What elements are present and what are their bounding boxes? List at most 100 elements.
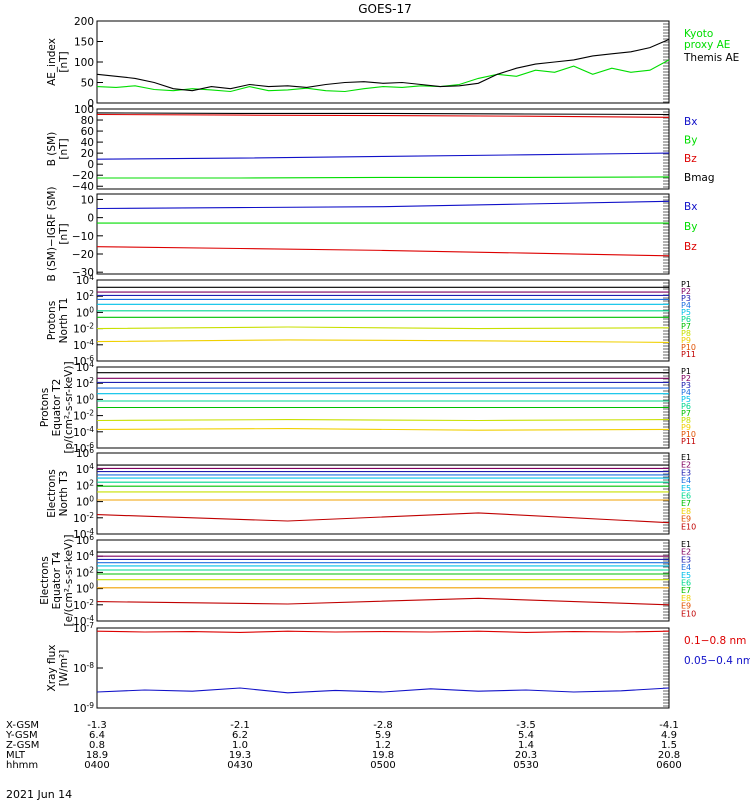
footer-row-label: MLT <box>6 750 26 761</box>
y-tick-label: 10-4 <box>73 338 94 352</box>
panel-frame <box>96 193 670 275</box>
panel-frame <box>96 627 670 709</box>
legend-label: P8 <box>681 329 691 338</box>
legend-label: P9 <box>681 336 691 345</box>
footer-row-label: Z-GSM <box>6 740 39 751</box>
y-axis-label: North T3 <box>58 471 70 517</box>
y-tick-label: 102 <box>76 478 94 492</box>
y-axis-label: [nT] <box>58 51 70 72</box>
legend-label: P7 <box>681 409 691 418</box>
legend-label: By <box>684 135 697 147</box>
footer-cell: 0530 <box>513 760 538 771</box>
y-axis-label: Equator T4 <box>51 551 63 609</box>
footer-cell: 0500 <box>370 760 395 771</box>
panel-frame <box>96 279 670 362</box>
series-line-0-05-0-4-nm <box>96 687 670 694</box>
y-tick-label: 10-2 <box>73 322 94 336</box>
legend-label: Bz <box>684 153 697 165</box>
legend-label: P6 <box>681 315 691 324</box>
y-tick-label: 200 <box>74 16 94 28</box>
y-tick-label: 100 <box>76 582 94 596</box>
y-axis-label: [W/m²] <box>58 650 70 687</box>
series-line-bmag <box>96 112 670 116</box>
legend-label: E6 <box>681 579 691 588</box>
footer-cell: 20.3 <box>515 750 537 761</box>
y-tick-label: −40 <box>72 181 94 193</box>
date-label: 2021 Jun 14 <box>6 788 72 800</box>
panel-frame <box>96 108 670 190</box>
y-axis-label: [e/(cm²-s-sr-keV)] <box>63 535 75 627</box>
y-tick-label: 0 <box>87 159 94 171</box>
legend-label: P1 <box>681 280 691 289</box>
y-tick-label: 20 <box>81 148 94 160</box>
series-line-bz <box>96 113 670 118</box>
y-tick-label: 102 <box>76 289 94 303</box>
footer-cell: 0400 <box>84 760 109 771</box>
y-tick-label: 104 <box>76 462 94 476</box>
y-tick-label: 100 <box>76 305 94 319</box>
footer-row-label: hhmm <box>6 760 38 771</box>
footer-cell: -1.3 <box>87 720 107 731</box>
footer-cell: 6.4 <box>89 730 105 741</box>
y-axis-label: North T1 <box>58 298 70 344</box>
series-line-p8 <box>96 326 670 330</box>
y-tick-label: −10 <box>72 231 94 243</box>
legend-label: E7 <box>681 586 691 595</box>
legend-label: P11 <box>681 350 696 359</box>
y-tick-label: 100 <box>74 104 94 116</box>
legend-label: E9 <box>681 515 691 524</box>
legend-label: E3 <box>681 468 691 477</box>
y-tick-label: 60 <box>81 126 94 138</box>
series-line-p9 <box>96 428 670 431</box>
legend-label: P3 <box>681 294 691 303</box>
series-line-p9 <box>96 339 670 343</box>
y-tick-label: 80 <box>81 115 94 127</box>
footer-cell: -2.1 <box>230 720 250 731</box>
y-tick-label: −30 <box>72 267 94 279</box>
legend-label: P6 <box>681 402 691 411</box>
y-tick-label: 102 <box>76 376 94 390</box>
footer-cell: 5.9 <box>375 730 391 741</box>
y-tick-label: 10-2 <box>73 598 94 612</box>
series-line-themis-ae <box>96 38 670 92</box>
y-tick-label: 104 <box>76 360 94 374</box>
footer-row-label: X-GSM <box>6 720 39 731</box>
footer-cell: 0430 <box>227 760 252 771</box>
panel-frame <box>96 452 670 535</box>
y-axis-label: [nT] <box>58 223 70 244</box>
legend-label: E8 <box>681 507 691 516</box>
legend-label: Kyoto <box>684 28 713 40</box>
y-tick-label: 40 <box>81 137 94 149</box>
series-line-bx <box>96 200 670 210</box>
y-tick-label: 102 <box>76 565 94 579</box>
legend-label: E5 <box>681 484 691 493</box>
legend-label: E4 <box>681 563 691 572</box>
footer-cell: -2.8 <box>373 720 393 731</box>
footer-cell: 19.8 <box>372 750 394 761</box>
legend-label: By <box>684 221 697 233</box>
y-axis-label: [nT] <box>58 138 70 159</box>
legend-label: P5 <box>681 308 691 317</box>
y-axis-label: Equator T2 <box>51 379 63 437</box>
y-tick-label: 10-2 <box>73 511 94 525</box>
legend-label: P2 <box>681 287 691 296</box>
footer-cell: 0600 <box>656 760 681 771</box>
footer-cell: 1.4 <box>518 740 534 751</box>
footer-cell: 5.4 <box>518 730 534 741</box>
panel-frame <box>96 539 670 622</box>
y-tick-label: 10-7 <box>73 621 94 635</box>
series-line-p8 <box>96 419 670 422</box>
plot-title: GOES-17 <box>358 2 412 16</box>
y-tick-label: 50 <box>81 78 94 90</box>
y-axis-label: Electrons <box>46 469 58 518</box>
y-tick-label: 100 <box>76 495 94 509</box>
legend-label: P7 <box>681 322 691 331</box>
series-line-by <box>97 176 670 179</box>
legend-label: P5 <box>681 395 691 404</box>
legend-label: Bx <box>684 201 697 213</box>
